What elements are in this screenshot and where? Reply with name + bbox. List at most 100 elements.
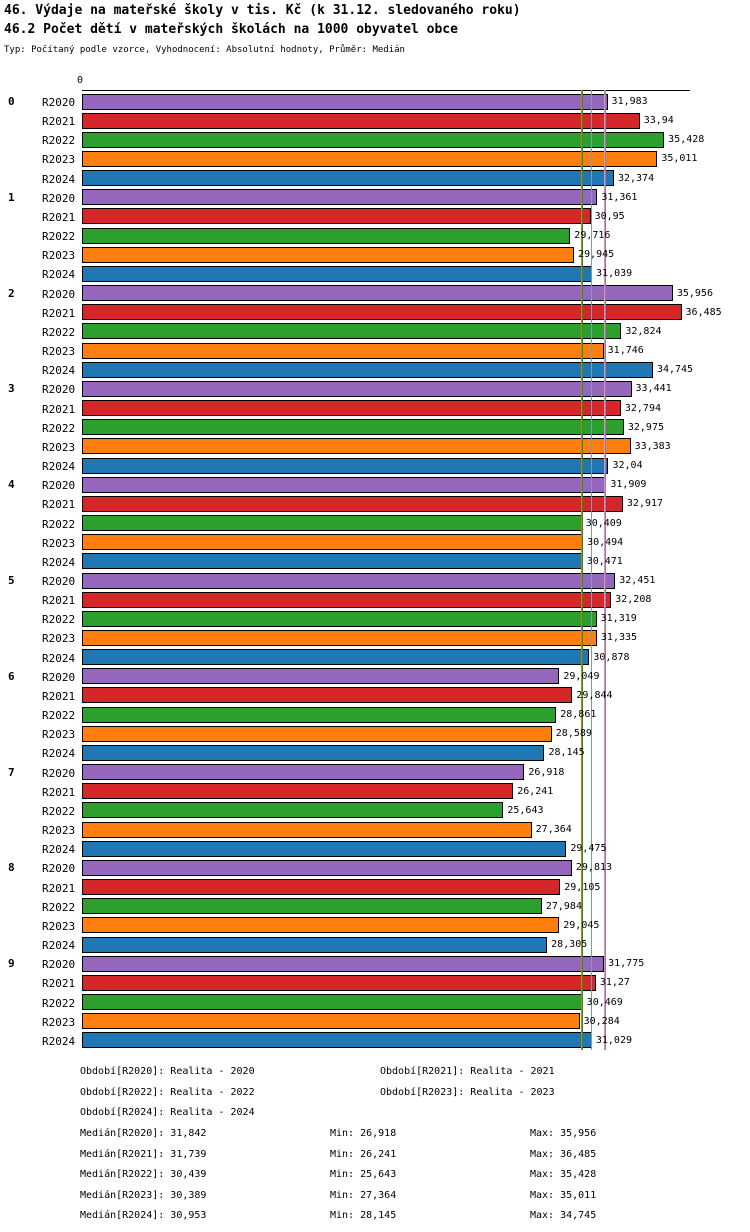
chart-meta-line: Typ: Počítaný podle vzorce, Vyhodnocení:… (4, 45, 405, 55)
bar-value-label: 30,409 (585, 517, 622, 529)
series-label: R2024 (42, 1034, 76, 1048)
bar-value-label: 29,049 (563, 670, 600, 682)
series-label: R2022 (42, 709, 76, 723)
series-label: R2022 (42, 230, 76, 244)
bar-r2021-category-2 (82, 304, 682, 321)
bar-r2024-category-7 (82, 840, 567, 857)
bar-value-label: 31,746 (607, 345, 644, 357)
bar-value-label: 30,284 (583, 1015, 620, 1027)
series-label: R2024 (42, 172, 76, 186)
bar-r2020-category-2 (82, 285, 673, 302)
bar-value-label: 28,305 (551, 939, 588, 951)
stat-item: Max: 35,956 (530, 1128, 597, 1139)
bar-value-label: 32,374 (617, 172, 655, 184)
category-label: 6 (8, 669, 15, 683)
series-label: R2023 (42, 919, 76, 933)
series-label: R2021 (42, 115, 76, 129)
bar-value-label: 32,208 (615, 594, 652, 606)
bar-r2020-category-0 (82, 93, 608, 110)
series-label: R2023 (42, 249, 76, 263)
bar-r2024-category-0 (82, 170, 614, 187)
bar-r2023-category-4 (82, 534, 584, 551)
chart-subtitle: 46.2 Počet dětí v mateřských školách na … (4, 22, 458, 37)
stat-item: Medián[R2020]: 31,842 (80, 1128, 207, 1139)
chart-row: R2024 32,374 (0, 169, 750, 188)
bar-value-label: 35,956 (676, 287, 713, 299)
bar-r2022-category-3 (82, 419, 624, 436)
legend-item: Období[R2022]: Realita - 2022 (80, 1086, 255, 1098)
bar-value-label: 31,775 (608, 958, 645, 970)
series-label: R2024 (42, 268, 76, 282)
chart-row: 9 R2020 31,775 (0, 954, 750, 973)
bar-value-label: 36,485 (685, 306, 722, 318)
chart-row: R2023 29,045 (0, 916, 750, 935)
chart-row: 6 R2020 29,049 (0, 667, 750, 686)
bar-value-label: 31,27 (599, 977, 630, 989)
chart-row: R2022 29,716 (0, 226, 750, 245)
bar-value-label: 29,716 (574, 230, 611, 242)
chart-row: R2021 32,794 (0, 399, 750, 418)
series-label: R2020 (42, 479, 76, 493)
series-label: R2022 (42, 325, 76, 339)
legend-item: Období[R2023]: Realita - 2023 (380, 1086, 555, 1098)
bar-value-label: 26,241 (517, 785, 554, 797)
stat-item: Min: 26,241 (330, 1148, 397, 1160)
bar-r2021-category-9 (82, 974, 596, 991)
series-label: R2020 (42, 670, 76, 684)
chart-row: R2024 30,878 (0, 648, 750, 667)
bar-r2024-category-3 (82, 457, 609, 474)
bar-value-label: 31,039 (596, 268, 633, 280)
stat-item: Max: 35,011 (530, 1189, 597, 1201)
bar-r2023-category-0 (82, 150, 658, 167)
chart-row: R2021 32,208 (0, 590, 750, 609)
bar-value-label: 32,975 (627, 421, 664, 433)
series-label: R2020 (42, 862, 76, 876)
series-label: R2024 (42, 460, 76, 474)
series-label: R2021 (42, 785, 76, 799)
series-label: R2024 (42, 555, 76, 569)
chart-row: R2023 29,945 (0, 245, 750, 264)
bar-value-label: 29,945 (578, 249, 615, 261)
bar-r2020-category-1 (82, 189, 598, 206)
chart-row: R2022 32,824 (0, 322, 750, 341)
bar-r2020-category-9 (82, 955, 605, 972)
chart-row: R2023 35,011 (0, 149, 750, 168)
chart-row: R2024 28,145 (0, 743, 750, 762)
category-label: 5 (8, 574, 15, 587)
series-label: R2020 (42, 383, 76, 397)
stat-item: Max: 36,485 (530, 1148, 597, 1160)
chart-row: R2023 31,335 (0, 628, 750, 647)
bar-r2021-category-7 (82, 783, 514, 800)
series-label: R2021 (42, 689, 76, 703)
bar-value-label: 34,745 (656, 364, 694, 376)
series-label: R2021 (42, 881, 76, 895)
chart-row: R2022 31,319 (0, 609, 750, 628)
chart-row: R2022 35,428 (0, 130, 750, 149)
series-label: R2023 (42, 824, 76, 838)
bar-r2020-category-7 (82, 764, 525, 781)
chart-row: 8 R2020 29,813 (0, 858, 750, 877)
chart-row: R2023 27,364 (0, 820, 750, 839)
series-label: R2024 (42, 651, 76, 665)
grouped-bar-chart: 0 0 R2020 31,983 R2021 33,94 R2022 35,428 R2023… (0, 70, 750, 1060)
series-label: R2024 (42, 843, 76, 857)
series-label: R2020 (42, 958, 76, 972)
bar-value-label: 31,319 (600, 613, 637, 625)
chart-row: R2021 31,27 (0, 973, 750, 992)
bar-r2023-category-1 (82, 246, 575, 263)
bar-value-label: 35,428 (668, 134, 705, 146)
chart-row: 0 R2020 31,983 (0, 92, 750, 111)
series-label: R2022 (42, 613, 76, 627)
stat-item: Min: 25,643 (330, 1169, 397, 1181)
bar-value-label: 30,95 (594, 210, 625, 222)
series-label: R2020 (42, 96, 76, 109)
chart-row: R2024 31,029 (0, 1031, 750, 1050)
bar-r2023-category-8 (82, 917, 560, 934)
chart-row: 2 R2020 35,956 (0, 284, 750, 303)
bar-r2022-category-6 (82, 706, 557, 723)
bar-r2020-category-5 (82, 572, 616, 589)
bar-value-label: 29,105 (564, 881, 601, 893)
bar-value-label: 32,451 (619, 575, 656, 586)
series-label: R2023 (42, 1015, 76, 1029)
bar-r2021-category-8 (82, 879, 561, 896)
